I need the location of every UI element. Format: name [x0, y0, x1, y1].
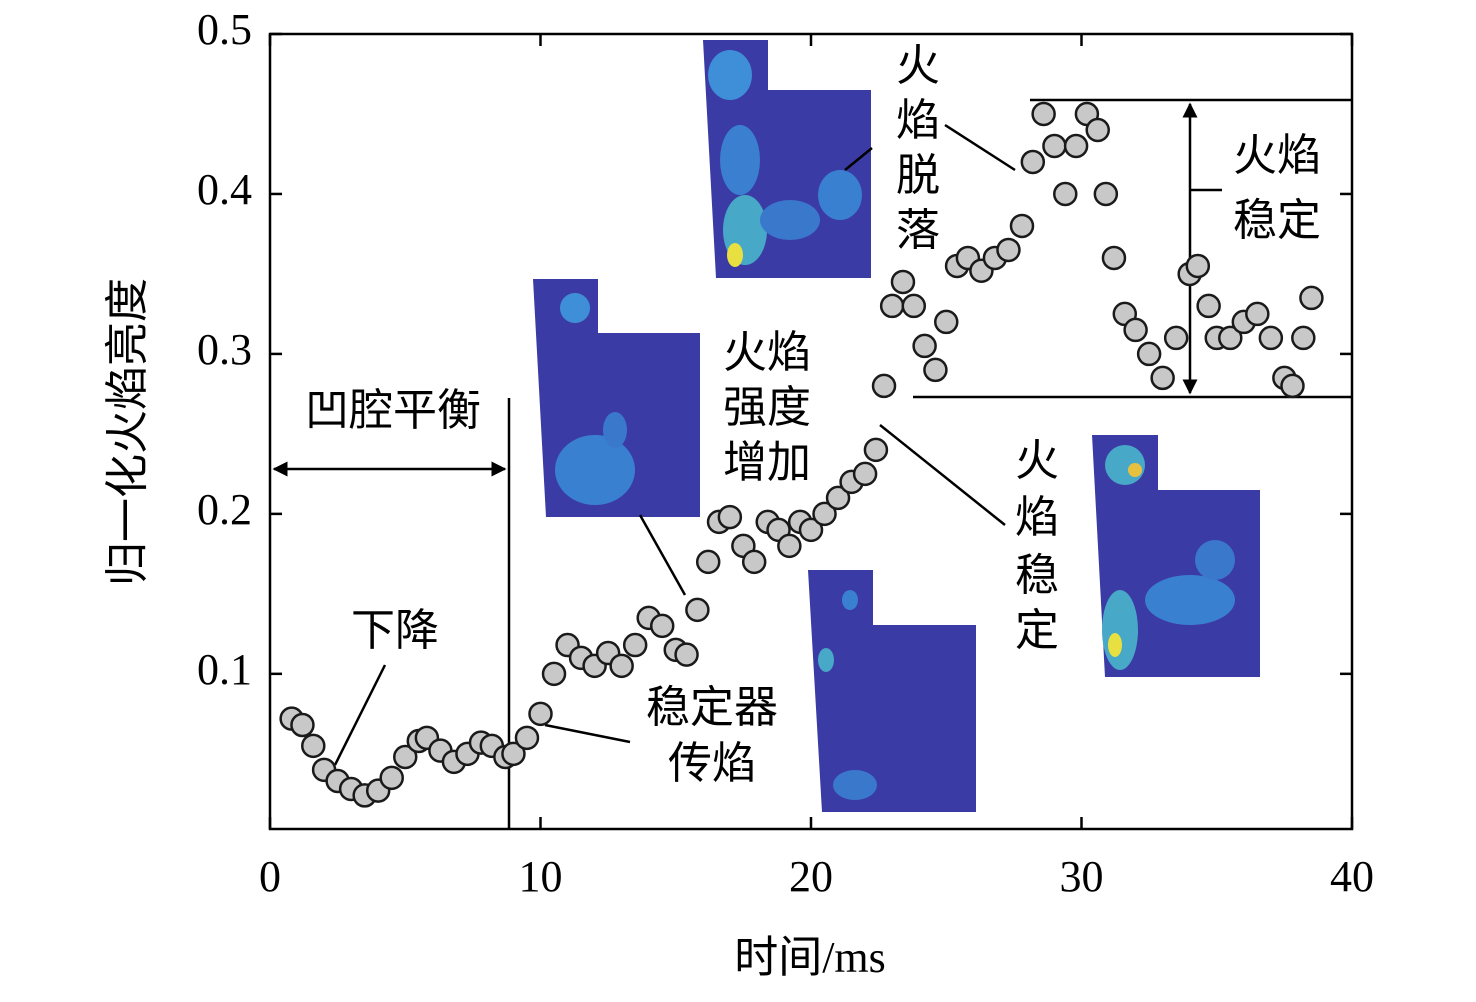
annotation: 火: [1015, 436, 1059, 485]
annotation: 定: [1015, 606, 1059, 655]
heatmap-inset: [1092, 435, 1260, 677]
x-tick-label: 30: [1060, 852, 1104, 901]
annotation: 焰: [896, 96, 940, 145]
data-point: [890, 269, 916, 295]
heatmap-inset: [533, 279, 700, 517]
y-tick-label: 0.3: [197, 325, 252, 374]
data-point: [1196, 293, 1221, 319]
annotation: 稳: [1015, 551, 1059, 600]
data-point: [290, 712, 315, 738]
data-point: [1031, 101, 1056, 127]
data-point: [852, 461, 878, 487]
data-point: [863, 437, 889, 463]
data-point: [798, 517, 824, 543]
x-tick-label: 0: [259, 852, 281, 901]
annotation: 凹腔平衡: [305, 386, 481, 435]
data-point: [609, 653, 634, 679]
annotation: 火焰: [1233, 131, 1321, 180]
data-point: [1291, 325, 1316, 351]
annotation: 稳定: [1233, 196, 1321, 245]
data-point: [695, 549, 721, 575]
data-point: [1085, 117, 1110, 143]
data-point: [393, 744, 418, 770]
data-point: [1299, 285, 1324, 311]
data-point: [622, 632, 648, 658]
data-point: [777, 533, 802, 559]
data-point: [1053, 181, 1078, 207]
data-point: [1042, 133, 1067, 159]
leader: [844, 147, 873, 171]
x-tick-label: 20: [789, 852, 833, 901]
annotation: 脱: [896, 151, 940, 200]
y-tick-label: 0.2: [197, 485, 252, 534]
x-tick-label: 10: [519, 852, 563, 901]
leader: [544, 723, 631, 744]
annotation: 稳定器: [646, 683, 778, 732]
data-point: [1163, 325, 1189, 351]
data-point: [1093, 181, 1119, 207]
data-point: [879, 293, 905, 319]
data-point: [825, 485, 851, 511]
y-tick-label: 0.5: [197, 5, 252, 54]
heatmap-inset: [703, 40, 871, 278]
data-point: [934, 309, 959, 335]
data-point: [674, 642, 699, 667]
annotation: 强度: [723, 383, 811, 432]
x-tick-label: 40: [1330, 852, 1374, 901]
leader: [333, 664, 387, 766]
data-point: [1185, 253, 1211, 279]
annotation: 火: [896, 41, 940, 90]
x-axis-title: 时间/ms: [734, 933, 886, 982]
leader: [638, 514, 687, 596]
data-point: [717, 504, 743, 530]
heatmap-inset: [808, 570, 976, 812]
annotation: 增加: [723, 438, 811, 487]
data-point: [1258, 325, 1284, 351]
data-point: [1136, 341, 1162, 367]
leader: [944, 123, 1016, 172]
data-point: [528, 701, 553, 727]
data-point: [1218, 325, 1243, 351]
data-point: [871, 373, 897, 399]
data-point: [812, 501, 837, 527]
data-point: [1009, 213, 1035, 239]
data-point: [912, 333, 937, 359]
data-point: [514, 725, 540, 751]
data-point: [541, 661, 567, 687]
data-point: [1101, 245, 1127, 271]
data-point: [685, 597, 710, 623]
annotation: 落: [896, 206, 940, 255]
annotation: 火焰: [723, 328, 811, 377]
annotation: 传焰: [668, 739, 756, 788]
y-tick-label: 0.4: [197, 165, 252, 214]
data-point: [1280, 373, 1305, 399]
data-point: [1020, 149, 1046, 175]
y-axis-title: 归一化火焰亮度: [103, 278, 152, 586]
data-point: [1150, 365, 1175, 391]
annotation: 焰: [1015, 493, 1059, 542]
data-point: [649, 613, 675, 639]
leader: [879, 424, 1006, 526]
y-tick-label: 0.1: [197, 645, 252, 694]
data-point: [996, 237, 1021, 263]
data-point: [741, 549, 767, 575]
data-point: [1063, 133, 1089, 159]
data-point: [901, 293, 927, 319]
data-point: [923, 357, 948, 383]
annotation: 下降: [351, 606, 439, 655]
data-point: [501, 741, 526, 767]
data-point: [379, 765, 404, 791]
data-point: [1245, 301, 1270, 327]
data-point: [301, 733, 326, 759]
data-point: [1123, 317, 1148, 343]
